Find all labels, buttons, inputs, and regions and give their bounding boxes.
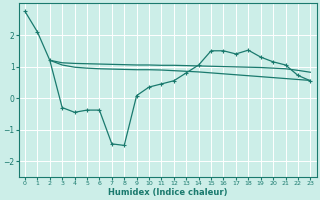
X-axis label: Humidex (Indice chaleur): Humidex (Indice chaleur)	[108, 188, 228, 197]
